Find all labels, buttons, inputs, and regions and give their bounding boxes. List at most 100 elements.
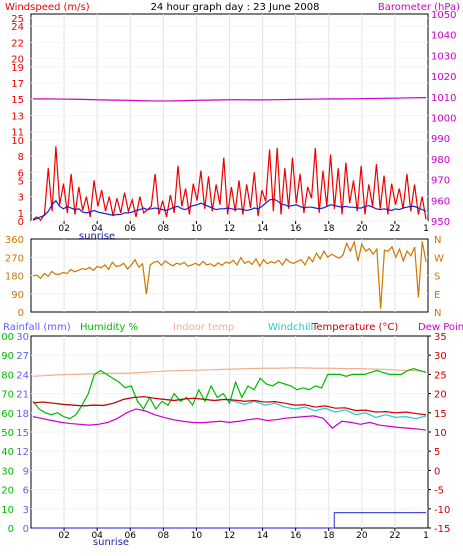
rainfall-tick-label: 0 (23, 524, 29, 535)
compass-tick-label: E (434, 290, 440, 301)
temperature-tick-label: -10 (434, 505, 450, 516)
temperature-line (32, 396, 427, 416)
humidity-tick-label: 50 (1, 428, 14, 439)
dewpoint-axis-title: Dew Point (418, 322, 463, 333)
compass-tick-label: S (434, 272, 440, 283)
temperature-tick-label: 15 (434, 409, 447, 420)
dewpoint-line (32, 408, 427, 431)
windspeed-tick-label: 10 (11, 136, 24, 147)
compass-tick-label: N (434, 235, 441, 246)
temperature-tick-label: 10 (434, 428, 447, 439)
windspeed-tick-label: 20 (11, 55, 24, 66)
direction-tick-label: 360 (5, 235, 24, 246)
temperature-tick-label: 0 (434, 466, 440, 477)
x-tick-label: 02 (58, 531, 69, 541)
rainfall-tick-label: 12 (16, 447, 29, 458)
windspeed-tick-label: 19 (11, 63, 24, 74)
x-tick-label: 08 (158, 531, 170, 541)
x-tick-label: 02 (58, 224, 69, 234)
indoor-temp-line (32, 367, 427, 377)
windspeed-tick-label: 24 (11, 22, 24, 33)
barometer-tick-label: 990 (431, 134, 450, 145)
x-tick-label: 20 (356, 224, 368, 234)
barometer-tick-label: 960 (431, 196, 450, 207)
humidity-tick-label: 10 (1, 505, 14, 516)
windspeed-tick-label: 22 (11, 38, 24, 49)
x-tick-label: 06 (125, 531, 137, 541)
x-tick-label: 12 (224, 224, 235, 234)
windspeed-tick-label: 6 (18, 168, 24, 179)
rainfall-tick-label: 18 (16, 409, 29, 420)
temperature-tick-label: 35 (434, 332, 447, 343)
rainfall-tick-label: 21 (16, 390, 29, 401)
windspeed-tick-label: 3 (18, 193, 24, 204)
rainfall-tick-label: 27 (16, 351, 29, 362)
rainfall-axis-title: Rainfall (mm) (3, 322, 71, 333)
windspeed-gust-line (32, 146, 427, 222)
rainfall-tick-label: 30 (16, 332, 29, 343)
temperature-tick-label: 25 (434, 370, 447, 381)
humidity-tick-label: 80 (1, 370, 14, 381)
barometer-tick-label: 1050 (431, 10, 456, 21)
barometer-tick-label: 980 (431, 155, 450, 166)
windspeed-tick-label: 17 (11, 79, 24, 90)
direction-tick-label: 180 (5, 272, 24, 283)
wind-direction-line (32, 239, 427, 309)
direction-tick-label: 270 (5, 253, 24, 264)
temperature-axis-title: Temperature (°C) (311, 322, 398, 333)
x-tick-label: 04 (91, 531, 103, 541)
humidity-line (32, 368, 427, 420)
humidity-tick-label: 0 (8, 524, 14, 535)
sunrise-label: sunrise (93, 537, 129, 548)
temperature-tick-label: -15 (434, 524, 450, 535)
barometer-tick-label: 1040 (431, 31, 456, 42)
windchill-axis-title: Windchill (268, 322, 313, 333)
x-tick-label: 1 (423, 224, 429, 234)
humidity-tick-label: 20 (1, 486, 14, 497)
x-tick-label: 18 (323, 224, 335, 234)
humidity-tick-label: 70 (1, 390, 14, 401)
windspeed-tick-label: 8 (18, 152, 24, 163)
barometer-tick-label: 1030 (431, 51, 456, 62)
x-tick-label: 14 (257, 531, 269, 541)
rainfall-tick-label: 3 (23, 505, 29, 516)
barometer-tick-label: 1010 (431, 93, 456, 104)
windspeed-tick-label: 25 (11, 14, 24, 25)
x-tick-label: 12 (224, 531, 235, 541)
windspeed-axis-title: Windspeed (m/s) (5, 2, 90, 13)
windspeed-tick-label: 0 (18, 217, 24, 228)
x-tick-label: 06 (125, 224, 137, 234)
humidity-tick-label: 60 (1, 409, 14, 420)
barometer-tick-label: 950 (431, 217, 450, 228)
temperature-tick-label: 5 (434, 447, 440, 458)
x-tick-label: 22 (389, 224, 400, 234)
rainfall-tick-label: 24 (16, 370, 29, 381)
x-tick-label: 10 (191, 531, 203, 541)
temperature-tick-label: -5 (434, 486, 444, 497)
barometer-line (33, 97, 427, 102)
x-tick-label: 08 (158, 224, 170, 234)
barometer-tick-label: 970 (431, 176, 450, 187)
rainfall-tick-label: 9 (23, 466, 29, 477)
chart-title: 24 hour graph day : 23 June 2008 (151, 2, 320, 13)
temperature-tick-label: 20 (434, 390, 447, 401)
rainfall-tick-label: 6 (23, 486, 29, 497)
direction-tick-label: 90 (11, 290, 24, 301)
compass-tick-label: W (434, 253, 444, 264)
humidity-tick-label: 90 (1, 351, 14, 362)
windspeed-tick-label: 13 (11, 111, 24, 122)
temperature-tick-label: 30 (434, 351, 447, 362)
windspeed-tick-label: 5 (18, 176, 24, 187)
rainfall-tick-label: 15 (16, 428, 29, 439)
compass-tick-label: N (434, 308, 441, 319)
windspeed-tick-label: 1 (18, 209, 24, 220)
x-tick-label: 20 (356, 531, 368, 541)
rainfall-line (33, 512, 426, 529)
x-tick-label: 16 (290, 531, 302, 541)
x-tick-label: 18 (323, 531, 335, 541)
x-tick-label: 1 (423, 531, 429, 541)
windspeed-average-line (32, 198, 427, 221)
x-tick-label: 04 (91, 224, 103, 234)
